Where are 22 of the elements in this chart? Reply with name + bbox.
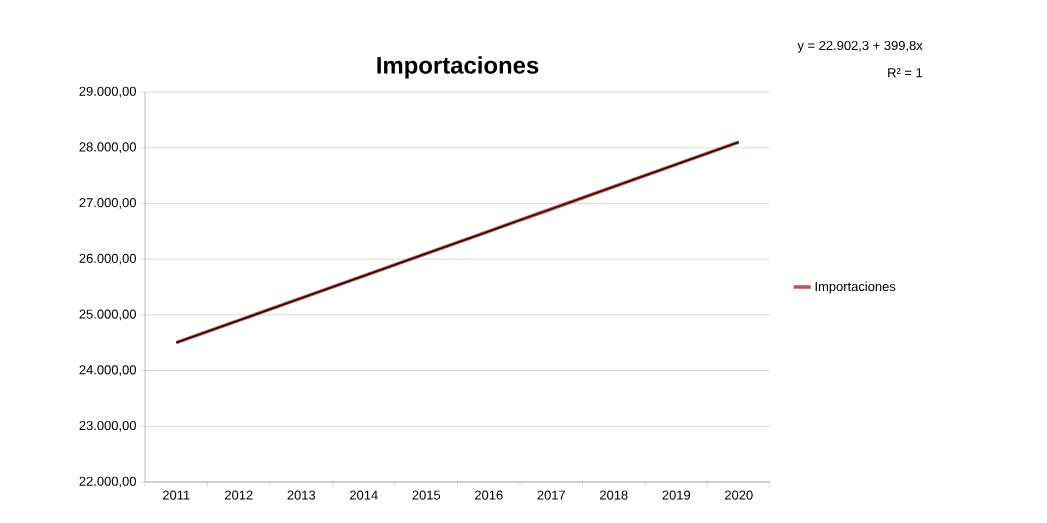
y-tick-label: 28.000,00 [79, 142, 136, 154]
x-tick-label: 2011 [162, 490, 190, 500]
x-tick-label: 2017 [537, 490, 566, 500]
x-tick-label: 2012 [225, 490, 253, 500]
x-tick-label: 2019 [662, 490, 691, 500]
y-tick-label: 22.000,00 [79, 476, 136, 488]
chart-title: Importaciones [377, 56, 539, 79]
y-tick-label: 23.000,00 [79, 420, 136, 432]
text: y = 22.902,3 + 399,8x [797, 40, 923, 53]
x-tick-label: 2015 [412, 490, 441, 500]
x-tick-label: 2014 [350, 490, 378, 500]
legend-label: Importaciones [815, 281, 896, 294]
y-tick-label: 25.000,00 [79, 309, 136, 321]
x-tick-label: 2013 [287, 490, 316, 500]
x-tick-label: 2018 [600, 490, 628, 500]
y-tick-label: 29.000,00 [79, 86, 136, 98]
text: R² = 1 [888, 68, 923, 78]
x-tick-label: 2016 [475, 490, 503, 500]
y-tick-label: 24.000,00 [79, 365, 136, 376]
x-tick-label: 2020 [725, 490, 753, 500]
y-tick-label: 26.000,00 [79, 253, 136, 265]
y-tick-label: 27.000,00 [79, 198, 136, 209]
